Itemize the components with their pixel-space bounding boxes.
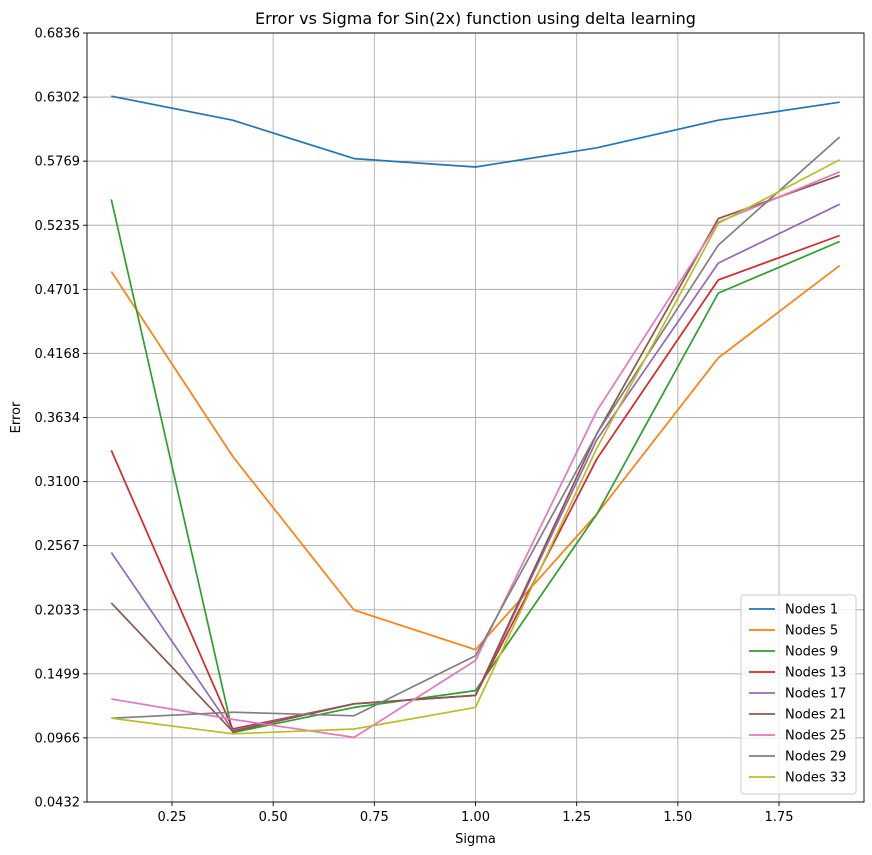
series-line-nodes-9 xyxy=(110,199,841,734)
y-tick-label: 0.0966 xyxy=(35,731,81,746)
y-tick-label: 0.4168 xyxy=(35,347,81,362)
legend-label: Nodes 9 xyxy=(785,645,838,660)
x-tick-label: 1.75 xyxy=(765,810,794,825)
x-tick-label: 1.25 xyxy=(562,810,591,825)
y-tick-label: 0.0432 xyxy=(35,796,81,811)
y-tick-label: 0.1499 xyxy=(35,667,81,682)
y-tick-label: 0.5769 xyxy=(35,155,81,170)
grid-lines xyxy=(87,32,864,803)
legend-label: Nodes 1 xyxy=(785,603,838,618)
y-tick-label: 0.3634 xyxy=(35,411,81,426)
legend-label: Nodes 5 xyxy=(785,624,838,639)
y-tick-label: 0.2567 xyxy=(35,539,81,554)
legend-box xyxy=(740,594,857,795)
legend-label: Nodes 29 xyxy=(785,750,846,765)
legend-label: Nodes 33 xyxy=(785,771,846,786)
x-tick-label: 1.50 xyxy=(663,810,692,825)
chart-title: Error vs Sigma for Sin(2x) function usin… xyxy=(255,9,696,28)
series-lines xyxy=(110,95,841,739)
x-tick-label: 0.25 xyxy=(158,810,187,825)
series-line-nodes-25 xyxy=(111,171,841,739)
y-tick-label: 0.4701 xyxy=(35,283,81,298)
y-tick-label: 0.2033 xyxy=(35,603,81,618)
legend-label: Nodes 25 xyxy=(785,729,846,744)
series-line-nodes-5 xyxy=(110,264,841,651)
x-axis-label: Sigma xyxy=(455,832,496,847)
y-tick-label: 0.5235 xyxy=(35,219,81,234)
legend-label: Nodes 21 xyxy=(785,708,846,723)
series-line-nodes-1 xyxy=(111,95,840,168)
series-line-nodes-21 xyxy=(110,174,840,733)
y-axis-label: Error xyxy=(9,401,24,433)
series-line-nodes-29 xyxy=(111,136,841,720)
legend-label: Nodes 17 xyxy=(785,687,846,702)
y-axis-ticks: 0.0432 0.0966 0.1499 0.2033 0.2567 0.3100 0.36… xyxy=(35,27,87,811)
legend: Nodes 1 Nodes 5 Nodes 9 Nodes 13 Nodes 17 Nod… xyxy=(740,594,857,795)
y-tick-label: 0.6836 xyxy=(35,27,81,42)
y-tick-label: 0.6302 xyxy=(35,91,81,106)
series-line-nodes-33 xyxy=(111,159,841,735)
x-tick-label: 0.50 xyxy=(259,810,288,825)
y-tick-label: 0.3100 xyxy=(35,475,81,490)
x-axis-ticks: 0.25 0.50 0.75 1.00 1.25 1.50 1.75 xyxy=(158,802,794,825)
legend-label: Nodes 13 xyxy=(785,666,846,681)
x-tick-label: 0.75 xyxy=(360,810,389,825)
x-tick-label: 1.00 xyxy=(461,810,490,825)
